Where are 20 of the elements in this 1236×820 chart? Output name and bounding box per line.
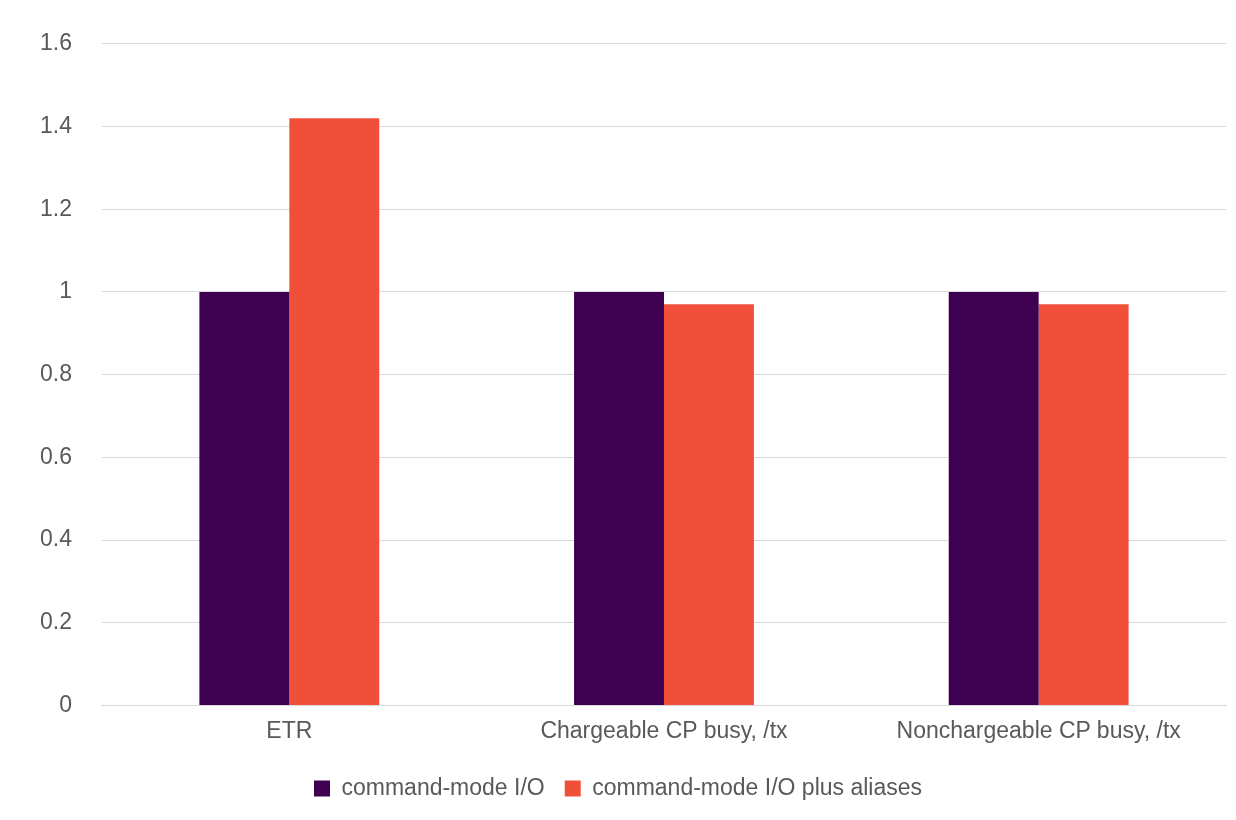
y-tick-label: 0.4 <box>39 525 73 552</box>
y-tick-label: 1.6 <box>39 29 72 56</box>
y-tick-label: 1 <box>59 277 72 304</box>
y-tick-label: 1.2 <box>39 194 72 221</box>
bar <box>1038 304 1129 705</box>
bar <box>289 118 380 705</box>
y-tick-label: 0 <box>59 690 72 717</box>
legend-label: command-mode I/O plus aliases <box>592 773 923 800</box>
legend-label: command-mode I/O <box>341 773 545 800</box>
y-tick-label: 1.4 <box>39 111 73 138</box>
x-tick-label: Chargeable CP busy, /tx <box>540 716 789 743</box>
x-tick-label: Nonchargeable CP busy, /tx <box>896 716 1182 743</box>
bar <box>574 291 664 705</box>
y-tick-label: 0.8 <box>39 359 72 386</box>
bar <box>199 291 290 705</box>
y-tick-label: 0.6 <box>39 442 72 469</box>
bar <box>663 304 754 705</box>
x-tick-label: ETR <box>266 716 313 743</box>
bar <box>948 291 1039 705</box>
y-tick-label: 0.2 <box>39 608 72 635</box>
